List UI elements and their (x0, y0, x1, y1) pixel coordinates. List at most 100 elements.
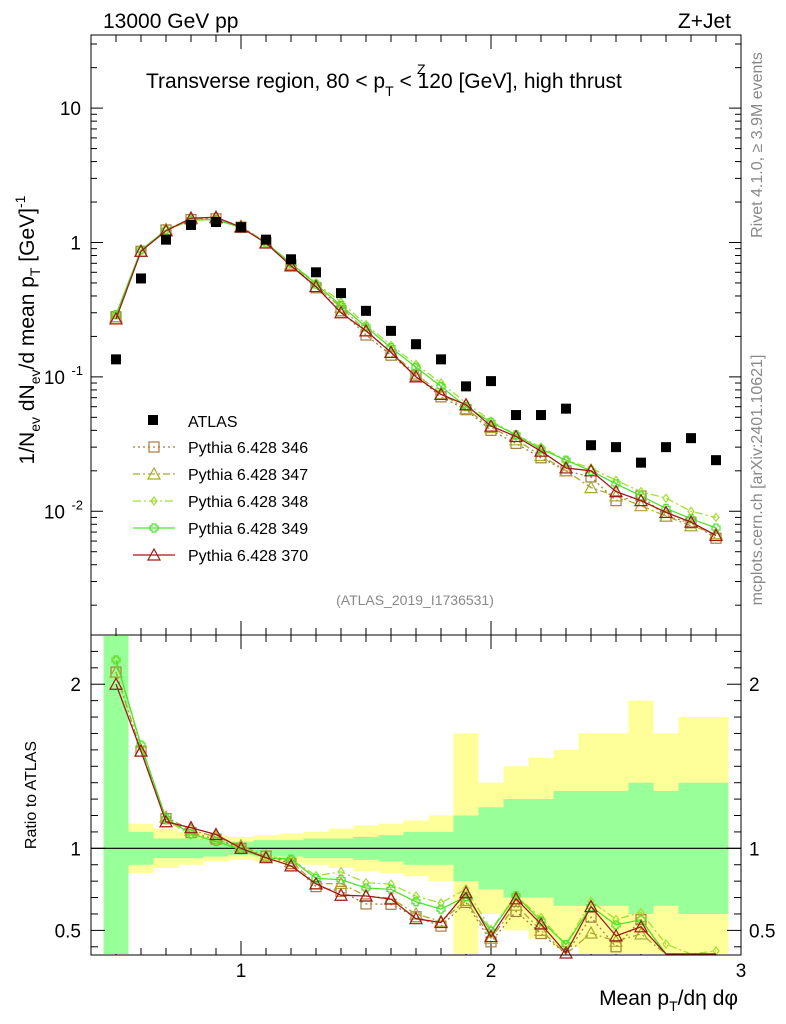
series-4-point (608, 484, 624, 498)
atlas-data-point (561, 403, 571, 414)
ratio-2-point (437, 898, 445, 909)
header-right: Z+Jet (678, 10, 731, 33)
ratio-3-point (361, 883, 371, 893)
ratio-2-point (662, 939, 670, 950)
ratio-4-point (583, 899, 599, 913)
series-4-point (708, 528, 724, 542)
x-tick-label: 2 (486, 961, 497, 982)
ylabel-p7: [GeV] (16, 208, 39, 268)
atlas-data-point (411, 339, 421, 350)
atlas-data-point (611, 442, 621, 453)
ratio-4-point (208, 827, 224, 841)
ratio-4-point (283, 858, 299, 872)
ratio-4-point (633, 919, 649, 933)
ratio-3-point (386, 884, 396, 894)
series-4-point (658, 505, 674, 519)
ratio-tick-label-right: 2 (749, 675, 760, 696)
series-4-point (683, 514, 699, 528)
ratio-3-point (611, 920, 621, 930)
atlas-data-point (486, 376, 496, 387)
x-tick-label: 3 (736, 961, 747, 982)
series-3-point (511, 430, 521, 440)
series-4-point (458, 397, 474, 411)
ylabel-p8: -1 (12, 195, 28, 208)
legend-label-4: Pythia 6.428 370 (188, 548, 308, 565)
series-4-point (308, 279, 324, 293)
ratio-3-point (436, 904, 446, 914)
series-4-point (383, 345, 399, 359)
title-rest: < 120 [GeV], high thrust (394, 70, 622, 93)
series-2-point (662, 493, 670, 504)
y-tick-exponent: -2 (71, 497, 83, 512)
y-axis-label: 1/Nev dNev/d mean pT [GeV]-1 (12, 195, 43, 464)
xlabel-p2: T (669, 998, 678, 1014)
series-4-point (408, 369, 424, 383)
ratio-tick-label-left: 2 (70, 675, 81, 696)
legend-label-3: Pythia 6.428 349 (188, 521, 308, 538)
ratio-2-point (412, 891, 420, 902)
plot-title: Transverse region, 80 < pT < 120 [GeV], … (146, 70, 622, 99)
title-sub: T (385, 83, 394, 99)
series-1-point (533, 448, 549, 462)
atlas-data-point (461, 381, 471, 392)
ratio-4-point (183, 820, 199, 834)
series-3-point (561, 455, 571, 465)
legend-marker-0 (148, 441, 160, 453)
atlas-data-point (386, 325, 396, 336)
atlas-data-point (511, 410, 521, 421)
atlas-data-point (161, 234, 171, 245)
atlas-data-point (111, 354, 121, 365)
series-1-point (583, 480, 599, 494)
ratio-1-point (483, 931, 499, 944)
ratio-plot: 2 2 1 1 0.5 0.5 (55, 634, 775, 959)
series-4-point (508, 429, 524, 443)
ratio-4-point (458, 885, 474, 899)
rivet-label: Rivet 4.1.0, ≥ 3.9M events (749, 52, 766, 238)
series-3-point (611, 479, 621, 489)
ratio-2-point (637, 907, 645, 918)
title-sup: Z (417, 61, 426, 77)
ylabel-p5: /d mean p (16, 276, 39, 369)
series-1-point (608, 488, 624, 502)
main-axis-ticks: 10 1 10 -1 10 -2 1 2 3 (44, 35, 746, 982)
legend-label-1: Pythia 6.428 347 (188, 467, 308, 484)
series-3-point (361, 322, 371, 332)
ratio-1-point (233, 838, 249, 852)
series-3-point (436, 381, 446, 391)
ratio-4-point (358, 888, 374, 902)
header-left: 13000 GeV pp (103, 10, 238, 33)
y-tick-label: 1 (70, 233, 81, 254)
ratio-tick-label-right: 1 (749, 839, 760, 860)
ratio-axis-ticks: 2 2 1 1 0.5 0.5 (55, 650, 775, 948)
atlas-data-point (186, 219, 196, 230)
ratio-2-point (187, 829, 195, 840)
atlas-data-point (336, 288, 346, 299)
ratio-4-point (108, 676, 124, 690)
ylabel-p6: T (27, 267, 43, 276)
ratio-4-point (483, 929, 499, 943)
ratio-3-point (536, 916, 546, 926)
ratio-1-point (508, 897, 524, 911)
atlas-data-point (636, 457, 646, 468)
series-4-point (333, 305, 349, 319)
ratio-4-point (558, 945, 574, 959)
legend-atlas-marker (148, 415, 158, 425)
series-0-point (685, 517, 697, 529)
ratio-0-point (335, 885, 347, 897)
series-line-4 (115, 216, 717, 537)
series-2-point (712, 512, 720, 523)
series-1-point (508, 432, 524, 446)
atlas-data-point (261, 234, 271, 245)
series-3-point (461, 402, 471, 412)
series-1-point (683, 518, 699, 532)
legend-marker-1 (146, 466, 162, 480)
ratio-tick-label-left: 1 (70, 839, 81, 860)
ratio-2-point (387, 879, 395, 890)
atlas-data-point (211, 217, 221, 228)
ratio-4-point (533, 916, 549, 930)
ratio-series-layer (108, 654, 720, 959)
series-1-point (558, 463, 574, 477)
legend-label-2: Pythia 6.428 348 (188, 494, 308, 511)
series-3-point (411, 362, 421, 372)
xlabel-p3: /dη dφ (678, 987, 738, 1010)
